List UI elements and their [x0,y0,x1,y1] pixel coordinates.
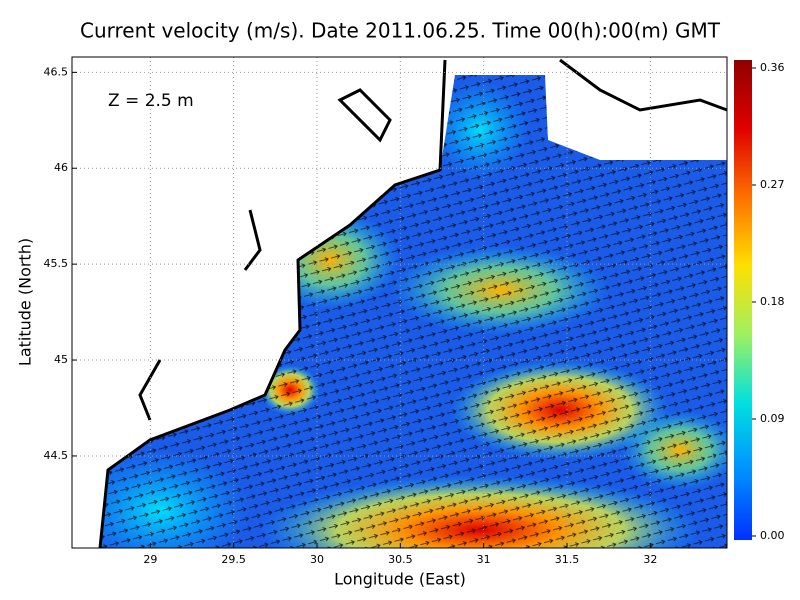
colorbar-tick-label: 0.27 [760,178,785,191]
x-tick-label: 30 [310,553,324,566]
x-tick-label: 29.5 [221,553,246,566]
coastline [98,59,447,549]
y-axis-label: Latitude (North) [16,238,35,366]
x-tick-label: 32 [643,553,657,566]
velocity-field [100,75,727,548]
x-tick-label: 30.5 [388,553,413,566]
y-tick-label: 46 [54,161,68,174]
plot-frame [71,56,728,549]
y-tick-label: 46.5 [44,65,69,78]
x-tick-label: 31.5 [555,553,580,566]
y-tick-label: 44.5 [44,449,69,462]
colorbar-tick-label: 0.00 [760,529,785,542]
x-axis-label: Longitude (East) [334,570,466,589]
colorbar-tick-label: 0.18 [760,295,785,308]
annotation: Z = 2.5 m [108,91,194,111]
chart-title: Current velocity (m/s). Date 2011.06.25.… [80,19,721,43]
x-tick-label: 31 [477,553,491,566]
y-tick-label: 45 [54,353,68,366]
colorbar-tick-label: 0.36 [760,61,785,74]
y-tick-label: 45.5 [44,257,69,270]
colorbar [734,60,752,540]
colorbar-tick-label: 0.09 [760,412,785,425]
coastline [337,58,728,143]
x-tick-label: 29 [143,553,157,566]
